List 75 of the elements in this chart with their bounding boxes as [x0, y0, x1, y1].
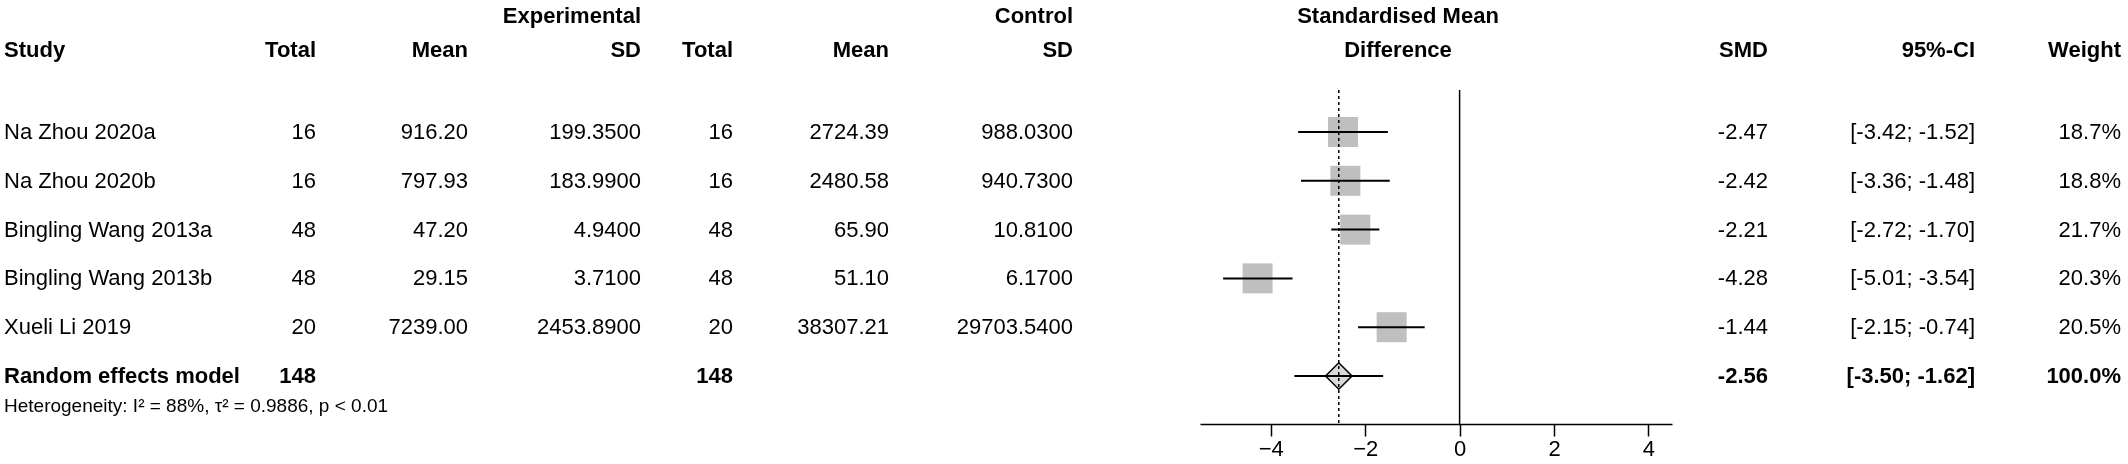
text: 20: [291, 314, 316, 340]
text: 797.93: [400, 167, 468, 193]
text: -2.47: [1717, 119, 1768, 144]
text: 16: [291, 119, 316, 144]
category-label: 95%-CI: [1901, 37, 1975, 62]
text: 2480.58: [809, 167, 889, 193]
text: Study: [4, 37, 66, 62]
category-label: Xueli Li 2019: [4, 314, 132, 340]
text: 20: [708, 314, 733, 340]
text: 940.7300: [981, 167, 1073, 193]
category-label: Random effects model: [4, 363, 240, 388]
text: 20.3%: [2058, 265, 2121, 291]
text: 21.7%: [2058, 216, 2121, 242]
text: [-5.01; -3.54]: [1850, 265, 1975, 291]
text: -2.21: [1717, 216, 1768, 242]
text: 18.7%: [2058, 119, 2121, 144]
text: 988.0300: [981, 119, 1073, 144]
text: 29703.5400: [956, 314, 1073, 340]
text: 16: [291, 167, 316, 193]
category-label: SD: [610, 37, 641, 62]
category-label: SD: [1042, 37, 1073, 62]
text: [-3.42; -1.52]: [1850, 119, 1975, 144]
text: Experimental: [502, 3, 641, 28]
text: 148: [696, 363, 733, 388]
x-tick-label: −4: [1258, 435, 1284, 461]
text: 18.8%: [2058, 167, 2121, 193]
text: -1.44: [1717, 314, 1768, 340]
text: 29.15: [412, 265, 468, 291]
text: Heterogeneity: I² = 88%, τ² = 0.9886, p < 0.01: [4, 395, 389, 416]
text: 2453.8900: [537, 314, 641, 340]
text: 48: [291, 216, 316, 242]
text: 7239.00: [388, 314, 468, 340]
text: 16: [708, 119, 733, 144]
text: 48: [708, 216, 733, 242]
category-label: Mean: [832, 37, 889, 62]
text: 4.9400: [573, 216, 641, 242]
category-label: SMD: [1719, 37, 1768, 62]
text: [-3.36; -1.48]: [1850, 167, 1975, 193]
text: [-3.50; -1.62]: [1846, 363, 1975, 388]
text: 6.1700: [1005, 265, 1073, 291]
category-label: Total: [265, 37, 316, 62]
text: 199.3500: [549, 119, 641, 144]
text: Control: [994, 3, 1073, 28]
text: -2.56: [1717, 363, 1768, 388]
text: 100.0%: [2046, 363, 2121, 388]
category-label: Bingling Wang 2013a: [4, 216, 213, 242]
text: 65.90: [833, 216, 889, 242]
text: 51.10: [833, 265, 889, 291]
x-tick-label: −2: [1353, 435, 1379, 461]
category-label: Weight: [2048, 37, 2122, 62]
text: 48: [708, 265, 733, 291]
category-label: Total: [682, 37, 733, 62]
category-label: Mean: [411, 37, 468, 62]
text: 20.5%: [2058, 314, 2121, 340]
text: 3.7100: [573, 265, 641, 291]
category-label: Bingling Wang 2013b: [4, 265, 213, 291]
text: [-2.72; -1.70]: [1850, 216, 1975, 242]
text: -4.28: [1717, 265, 1768, 291]
x-tick-label: 4: [1642, 435, 1656, 461]
text: 48: [291, 265, 316, 291]
text: 916.20: [400, 119, 468, 144]
text: 183.9900: [549, 167, 641, 193]
text: 148: [279, 363, 316, 388]
x-tick-label: 0: [1453, 435, 1467, 461]
text: -2.42: [1717, 167, 1768, 193]
chart-title: Standardised Mean Difference: [1297, 3, 1499, 62]
text: 38307.21: [797, 314, 889, 340]
text: 47.20: [412, 216, 468, 242]
text: 2724.39: [809, 119, 889, 144]
text: [-2.15; -0.74]: [1850, 314, 1975, 340]
category-label: Na Zhou 2020a: [4, 119, 156, 144]
text: 10.8100: [993, 216, 1073, 242]
category-label: Na Zhou 2020b: [4, 167, 156, 193]
text: 16: [708, 167, 733, 193]
x-tick-label: 2: [1548, 435, 1561, 461]
